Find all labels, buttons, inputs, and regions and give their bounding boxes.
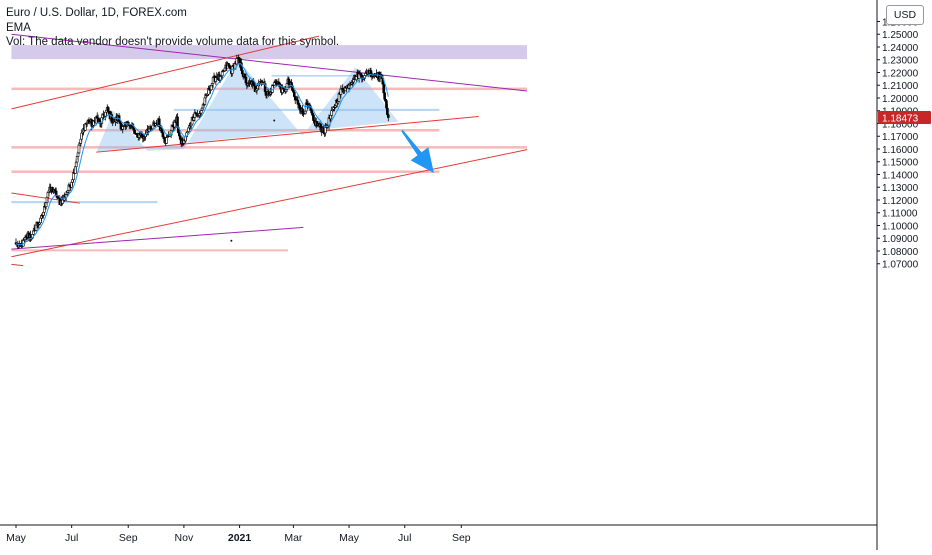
trend-line-1 [96,115,479,153]
horizontal-zones [11,45,527,252]
down-arrow-annotation [401,129,434,173]
y-tick-label: 1.16000 [882,145,919,156]
y-tick-label: 1.25000 [882,30,919,41]
down-arrow [401,129,434,173]
y-tick-label: 1.12000 [882,196,919,207]
trend-line-4 [11,263,24,267]
x-tick-label: Jul [398,532,411,544]
ema-line-group [15,63,389,246]
candle-body [157,118,161,126]
x-tick-label: Nov [175,532,194,544]
trend-lines [11,33,528,267]
y-tick-label: 1.10000 [882,221,919,232]
x-tick-label: Sep [119,532,138,544]
candle-body [176,116,179,128]
x-tick-label: Mar [284,532,303,544]
x-tick-label: May [339,532,360,544]
chart-legend: Euro / U.S. Dollar, 1D, FOREX.com EMA Vo… [6,6,339,50]
y-tick-label: 1.14000 [882,170,919,181]
last-price-label: 1.18473 [882,113,919,124]
y-tick-label: 1.24000 [882,43,919,54]
trend-line-0 [11,35,320,110]
y-tick-label: 1.23000 [882,56,919,67]
ema-indicator-label[interactable]: EMA [6,21,31,34]
candle-body [383,92,386,100]
symbol-title[interactable]: Euro / U.S. Dollar, 1D, FOREX.com [6,7,187,19]
y-tick-label: 1.08000 [882,247,919,258]
last-price-tag [878,110,931,124]
ema-line [15,63,389,246]
candlesticks [14,54,390,250]
zone-3 [11,146,527,149]
note-dot-1 [230,239,233,242]
y-tick-label: 1.13000 [882,183,919,194]
price-axis-bg [877,0,932,550]
candle-body [293,91,296,97]
time-axis[interactable]: May Jul Sep Nov 2021 Mar May Jul Sep [0,524,877,544]
trend-line-6 [11,226,304,250]
trend-line-3 [11,192,80,204]
x-tick-label: May [6,532,27,544]
y-tick-label: 1.11000 [882,209,918,220]
zone-4 [11,170,440,173]
y-tick-label: 1.21000 [882,81,919,92]
candle-body [133,129,136,134]
zone-7 [11,201,158,204]
note-dot-0 [273,119,276,122]
zone-5 [11,249,288,252]
y-tick-label: 1.07000 [882,260,919,271]
candle [386,113,390,122]
trend-line-5 [11,33,528,92]
y-tick-label: 1.17000 [882,132,919,143]
price-axis[interactable]: 1.260001.250001.240001.230001.220001.210… [876,0,932,550]
x-tick-label: Sep [452,532,471,544]
candle-body [243,73,247,78]
x-tick-label: Jul [65,532,78,544]
x-tick-label: 2021 [228,532,252,544]
zone-8 [271,75,356,77]
candle-body [352,79,355,83]
trend-line-2 [11,149,528,258]
candle-body [165,137,168,144]
y-tick-label: 1.18000 [882,119,919,130]
y-tick-label: 1.22000 [882,68,919,79]
y-tick-label: 1.09000 [882,234,919,245]
candle-body [386,114,390,118]
currency-button[interactable]: USD [886,5,924,25]
zone-2 [87,128,440,132]
y-tick-label: 1.20000 [882,94,919,105]
volume-note: Vol: The data vendor doesn't provide vol… [6,36,340,48]
candle-body [312,114,315,121]
y-tick-label: 1.15000 [882,158,919,169]
